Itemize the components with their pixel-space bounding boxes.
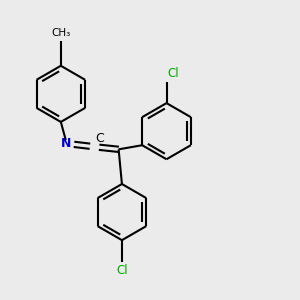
Text: N: N bbox=[61, 137, 71, 150]
Text: C: C bbox=[95, 132, 103, 145]
Text: Cl: Cl bbox=[116, 264, 128, 277]
Text: Cl: Cl bbox=[167, 67, 179, 80]
Text: CH₃: CH₃ bbox=[51, 28, 70, 38]
